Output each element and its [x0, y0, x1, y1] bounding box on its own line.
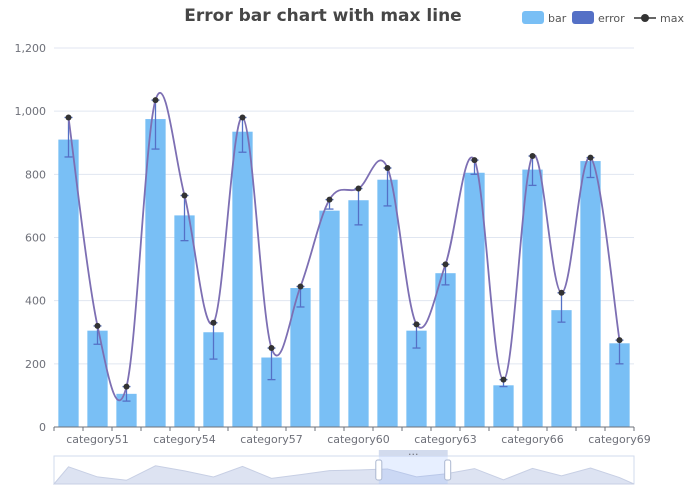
- max-point[interactable]: [210, 319, 217, 326]
- bar[interactable]: [174, 215, 195, 427]
- bar[interactable]: [464, 172, 485, 427]
- bar[interactable]: [406, 330, 427, 427]
- max-point[interactable]: [326, 196, 333, 203]
- bar[interactable]: [87, 330, 108, 427]
- max-point[interactable]: [413, 321, 420, 328]
- y-axis: 0 200 400 600 800 1,000 1,200: [15, 42, 47, 434]
- grid: [54, 47, 634, 365]
- bar[interactable]: [551, 310, 572, 427]
- max-point[interactable]: [471, 157, 478, 164]
- y-tick-label: 400: [25, 295, 46, 308]
- bar[interactable]: [290, 288, 311, 427]
- y-tick-label: 1,000: [15, 105, 47, 118]
- max-point[interactable]: [616, 337, 623, 344]
- x-tick-label: category69: [588, 433, 651, 446]
- max-series[interactable]: [65, 91, 623, 402]
- x-tick-label: category51: [66, 433, 129, 446]
- bar[interactable]: [203, 332, 224, 427]
- bar-series[interactable]: [58, 119, 630, 428]
- bar[interactable]: [116, 393, 137, 427]
- legend-label: bar: [548, 12, 567, 25]
- zoom-handle-right[interactable]: [444, 459, 452, 481]
- max-point[interactable]: [65, 114, 72, 121]
- max-point[interactable]: [268, 345, 275, 352]
- max-point[interactable]: [442, 261, 449, 268]
- max-point[interactable]: [239, 114, 246, 121]
- max-point[interactable]: [355, 185, 362, 192]
- zoom-handle-left[interactable]: [375, 459, 383, 481]
- data-zoom-slider[interactable]: ...: [52, 445, 635, 485]
- bar[interactable]: [435, 273, 456, 427]
- max-point[interactable]: [500, 376, 507, 383]
- y-tick-label: 800: [25, 168, 46, 181]
- bar[interactable]: [58, 139, 79, 427]
- zoom-sparkline: [52, 465, 635, 485]
- zoom-grip: ...: [408, 445, 419, 458]
- y-tick-label: 200: [25, 358, 46, 371]
- legend-label: error: [598, 12, 625, 25]
- bar[interactable]: [261, 357, 282, 427]
- legend-label: max: [660, 12, 684, 25]
- legend-item-max[interactable]: max: [634, 12, 684, 25]
- max-point[interactable]: [384, 165, 391, 172]
- legend-swatch-error: [572, 11, 594, 24]
- y-tick-label: 1,200: [15, 42, 47, 55]
- y-tick-label: 0: [39, 421, 46, 434]
- bar[interactable]: [522, 169, 543, 428]
- max-point[interactable]: [297, 283, 304, 290]
- legend-swatch-bar: [522, 11, 544, 24]
- max-point[interactable]: [152, 97, 159, 104]
- bar[interactable]: [145, 119, 166, 427]
- bar[interactable]: [493, 385, 514, 427]
- x-tick-label: category57: [240, 433, 303, 446]
- legend-dot-max: [641, 14, 649, 22]
- legend-item-bar[interactable]: bar: [522, 11, 567, 25]
- x-axis: category51 category54 category57 category60…: [53, 426, 651, 446]
- max-point[interactable]: [529, 153, 536, 160]
- max-point[interactable]: [123, 383, 130, 390]
- bar[interactable]: [348, 200, 369, 427]
- max-point[interactable]: [558, 289, 565, 296]
- legend[interactable]: bar error max: [522, 11, 684, 25]
- chart-title: Error bar chart with max line: [184, 6, 461, 26]
- x-tick-label: category66: [501, 433, 564, 446]
- max-point[interactable]: [94, 322, 101, 329]
- bar[interactable]: [609, 343, 630, 427]
- max-point[interactable]: [587, 154, 594, 161]
- max-point[interactable]: [181, 192, 188, 199]
- x-tick-label: category63: [414, 433, 477, 446]
- x-tick-label: category60: [327, 433, 390, 446]
- bar[interactable]: [580, 161, 601, 427]
- bar[interactable]: [232, 131, 253, 427]
- y-tick-label: 600: [25, 232, 46, 245]
- bar[interactable]: [377, 179, 398, 427]
- x-tick-label: category54: [153, 433, 216, 446]
- bar[interactable]: [319, 210, 340, 427]
- zoom-move-bar[interactable]: [378, 450, 448, 456]
- zoom-selection[interactable]: [378, 456, 448, 484]
- legend-item-error[interactable]: error: [572, 11, 625, 25]
